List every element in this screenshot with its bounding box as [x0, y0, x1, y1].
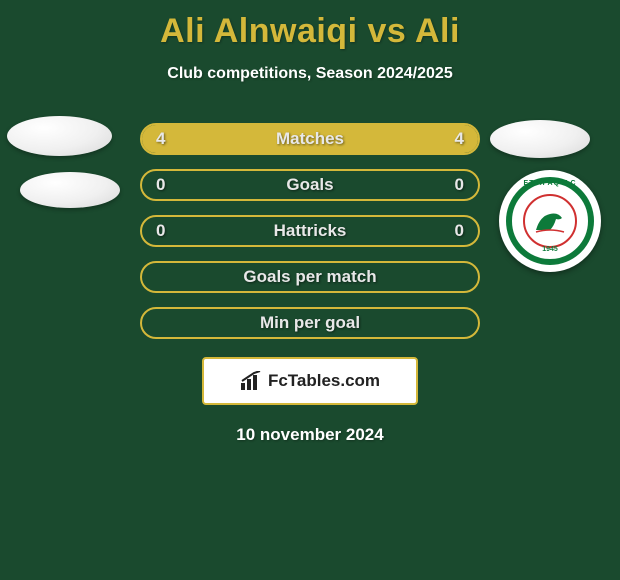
stat-row: 0 Goals 0: [140, 169, 480, 201]
player-right-club-badge: ETTIFAQ F.C 1945: [499, 170, 601, 272]
stat-row: Goals per match: [140, 261, 480, 293]
stat-label: Hattricks: [274, 221, 347, 241]
stat-label: Matches: [276, 129, 344, 149]
stat-row: Min per goal: [140, 307, 480, 339]
stat-value-right: 0: [455, 175, 464, 195]
stat-row: 0 Hattricks 0: [140, 215, 480, 247]
stat-label: Goals: [286, 175, 333, 195]
player-left-avatar: [7, 116, 112, 156]
stat-value-left: 0: [156, 175, 165, 195]
stat-value-right: 4: [455, 129, 464, 149]
horse-icon: [530, 206, 570, 236]
club-badge-text: ETTIFAQ F.C: [512, 180, 588, 187]
stat-label: Goals per match: [243, 267, 376, 287]
stat-label: Min per goal: [260, 313, 360, 333]
subtitle: Club competitions, Season 2024/2025: [0, 65, 620, 83]
date-text: 10 november 2024: [0, 425, 620, 445]
brand-text: FcTables.com: [268, 371, 380, 391]
player-right-avatar: [490, 120, 590, 158]
brand-attribution: FcTables.com: [202, 357, 418, 405]
chart-icon: [240, 371, 264, 391]
stat-row: 4 Matches 4: [140, 123, 480, 155]
stat-value-left: 4: [156, 129, 165, 149]
stat-value-left: 0: [156, 221, 165, 241]
player-left-club-avatar: [20, 172, 120, 208]
stat-value-right: 0: [455, 221, 464, 241]
club-badge-year: 1945: [512, 246, 588, 253]
page-title: Ali Alnwaiqi vs Ali: [0, 0, 620, 51]
